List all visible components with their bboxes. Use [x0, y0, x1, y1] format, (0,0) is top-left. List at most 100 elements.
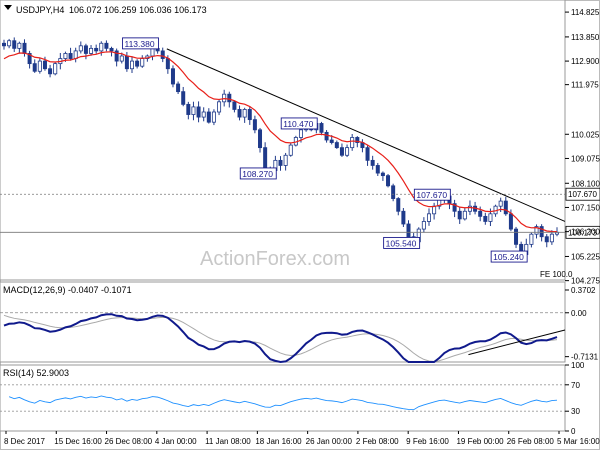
candle-body: [201, 111, 206, 118]
candle-body: [140, 58, 145, 67]
candle-body: [483, 215, 488, 222]
symbol-label: USDJPY,H4: [16, 5, 64, 15]
candle-body: [283, 154, 288, 166]
macd-label: MACD(12,26,9) -0.0407 -0.1071: [3, 285, 132, 295]
price-y-tick-label: 107.150: [571, 203, 600, 212]
candle-body: [498, 200, 503, 207]
candle-body: [478, 210, 483, 217]
price-y-tick-label: 109.075: [571, 154, 600, 163]
macd-y-tick-label: 0.00: [571, 309, 587, 318]
macd-panel: [0, 281, 566, 363]
x-tick-label: 26 Dec 08:00: [105, 437, 153, 446]
candle-body: [119, 55, 124, 62]
candle-body: [514, 228, 519, 245]
candle-body: [7, 40, 12, 47]
candle-body: [211, 111, 216, 123]
candle-body: [549, 233, 554, 243]
candle-body: [432, 205, 437, 215]
candle-body: [181, 91, 186, 105]
level-tag-box: [565, 225, 600, 239]
x-tick-label: 26 Jan 00:00: [306, 437, 353, 446]
candle-body: [370, 159, 375, 166]
candle-body: [83, 45, 88, 54]
candle-body: [124, 55, 129, 70]
candle-body: [99, 42, 104, 52]
candle-body: [217, 101, 222, 113]
candle-body: [534, 226, 539, 235]
candle-body: [130, 60, 135, 70]
candle-body: [380, 172, 385, 177]
candle-body: [452, 203, 457, 212]
dropdown-triangle-icon[interactable]: [4, 5, 12, 10]
candle-body: [247, 109, 252, 121]
annotation-box: [122, 37, 159, 50]
price-y-tick-label: 110.025: [571, 130, 600, 139]
candle-body: [503, 200, 508, 215]
x-tick-label: 8 Dec 2017: [4, 437, 45, 446]
annotation-box: [413, 188, 451, 201]
trendline: [166, 48, 566, 222]
rsi-line: [8, 395, 558, 411]
price-y-tick-label: 113.850: [571, 33, 600, 42]
annotation-label: 110.470: [283, 119, 313, 129]
candle-body: [12, 40, 17, 49]
candle-body: [22, 42, 27, 54]
candle-body: [191, 106, 196, 115]
annotation-box: [490, 250, 528, 263]
x-tick-label: 9 Feb 16:00: [406, 437, 449, 446]
candle-body: [288, 144, 293, 156]
x-tick-label: 19 Feb 00:00: [456, 437, 504, 446]
candle-body: [114, 50, 119, 62]
annotations-layer: 107.670 106.173 113.380 110.470 108.270 107.6…: [122, 37, 600, 263]
candle-body: [252, 119, 257, 131]
candle-body: [42, 60, 47, 70]
candle-body: [89, 47, 94, 54]
candle-body: [339, 147, 344, 156]
candle-body: [37, 60, 42, 72]
lines-layer: [0, 48, 566, 411]
candle-body: [237, 109, 242, 118]
price-y-tick-label: 111.975: [571, 81, 599, 90]
annotation-label: 108.270: [242, 169, 273, 179]
candle-body: [539, 226, 544, 238]
candle-body: [109, 47, 114, 52]
x-tick-label: 2 Feb 08:00: [356, 437, 399, 446]
candle-body: [78, 45, 83, 52]
candle-body: [53, 63, 58, 75]
x-tick-label: 4 Jan 00:00: [155, 437, 197, 446]
grid-layer: [0, 312, 565, 412]
candle-body: [104, 42, 109, 49]
candle-body: [396, 198, 401, 212]
candle-body: [263, 147, 268, 169]
x-tick-label: 15 Dec 16:00: [54, 437, 102, 446]
candle-body: [232, 101, 237, 110]
candle-body: [63, 53, 68, 59]
candle-body: [242, 109, 247, 118]
candle-body: [355, 137, 360, 143]
candle-body: [324, 131, 329, 141]
candle-body: [17, 42, 22, 49]
candle-body: [258, 129, 263, 149]
annotation-box: [280, 117, 318, 130]
candle-body: [186, 103, 191, 115]
x-tick-label: 26 Feb 08:00: [507, 437, 555, 446]
candle-body: [319, 123, 324, 133]
candle-body: [329, 139, 334, 143]
rsi-label: RSI(14) 52.9003: [3, 368, 69, 378]
candle-body: [365, 147, 370, 161]
price-y-tick-label: 105.225: [571, 252, 600, 261]
candle-body: [350, 137, 355, 149]
annotation-label: 105.240: [493, 252, 524, 262]
level-tag-label: 107.670: [568, 190, 597, 199]
rsi-y-tick-label: 100: [571, 361, 585, 370]
level-tag-label: 106.173: [568, 228, 597, 237]
candle-body: [2, 42, 7, 47]
candle-body: [170, 68, 175, 85]
candle-body: [391, 185, 396, 199]
candle-body: [176, 83, 181, 93]
rsi-y-tick-label: 70: [571, 381, 580, 390]
price-y-tick-label: 106.200: [571, 228, 600, 237]
macd-y-tick-label: 0.3702: [571, 286, 596, 295]
candle-body: [73, 50, 78, 59]
